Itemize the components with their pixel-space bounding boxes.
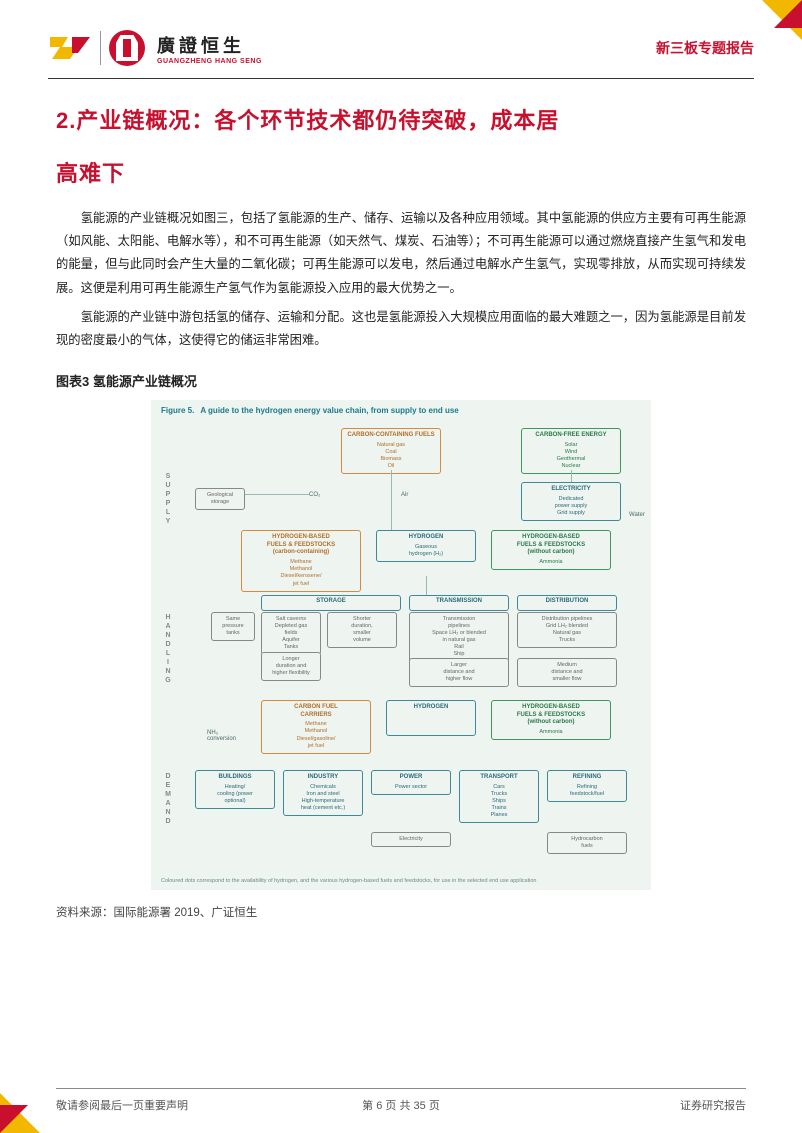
box-storage-hdr: STORAGE bbox=[261, 595, 401, 611]
page-header: 廣證恒生 GUANGZHENG HANG SENG 新三板专题报告 bbox=[0, 0, 802, 78]
box-buildings: BUILDINGSHeating/cooling (poweroptional) bbox=[195, 770, 275, 809]
hydrogen-value-chain-diagram: Figure 5.A guide to the hydrogen energy … bbox=[151, 400, 651, 890]
box-hydrocarbon-out: Hydrocarbonfuels bbox=[547, 832, 627, 854]
line bbox=[426, 576, 427, 595]
heading-line2: 高难下 bbox=[56, 161, 125, 186]
brand-en: GUANGZHENG HANG SENG bbox=[157, 58, 262, 65]
fig-header: Figure 5.A guide to the hydrogen energy … bbox=[161, 406, 459, 415]
box-trans-hdr: TRANSMISSION bbox=[409, 595, 509, 611]
figure-wrap: Figure 5.A guide to the hydrogen energy … bbox=[56, 396, 746, 894]
box-hfeed-nocarbon: HYDROGEN-BASEDFUELS & FEEDSTOCKS(without… bbox=[491, 530, 611, 571]
main-content: 2.产业链概况：各个环节技术都仍待突破，成本居 高难下 氢能源的产业链概况如图三… bbox=[0, 79, 802, 920]
label-co2: CO₂ bbox=[309, 492, 320, 498]
stage-label-handling: HANDLING bbox=[159, 590, 177, 710]
box-dist-row2: Mediumdistance andsmaller flow bbox=[517, 658, 617, 687]
box-electricity: ELECTRICITYDedicatedpower supplyGrid sup… bbox=[521, 482, 621, 521]
box-hydrogen-supply: HYDROGENGaseoushydrogen (H₂) bbox=[376, 530, 476, 562]
box-geo-storage: Geologicalstorage bbox=[195, 488, 245, 510]
line bbox=[391, 470, 392, 530]
logo-ye-icon bbox=[48, 33, 92, 63]
box-refining: REFININGRefiningfeedstock/fuel bbox=[547, 770, 627, 802]
box-transport: TRANSPORTCarsTrucksShipsTrainsPlanes bbox=[459, 770, 539, 824]
page-footer: 敬请参阅最后一页重要声明 证券研究报告 第 6 页 共 35 页 bbox=[0, 1088, 802, 1113]
box-trans-row2: Largerdistance andhigher flow bbox=[409, 658, 509, 687]
footer-right: 证券研究报告 bbox=[680, 1097, 746, 1113]
label-air: Air bbox=[401, 492, 408, 498]
box-carbon-fuels: CARBON-CONTAINING FUELSNatural gasCoalBi… bbox=[341, 428, 441, 474]
brand-cn: 廣證恒生 bbox=[157, 32, 262, 58]
footer-page-total: 共 35 页 bbox=[399, 1097, 439, 1113]
figure-source: 资料来源：国际能源署 2019、广证恒生 bbox=[56, 904, 746, 920]
label-nh3: NH₃conversion bbox=[207, 730, 236, 742]
box-storage-c1: Samepressuretanks bbox=[211, 612, 255, 641]
box-dist-hdr: DISTRIBUTION bbox=[517, 595, 617, 611]
footer-page-current: 第 6 页 bbox=[362, 1097, 396, 1113]
report-type: 新三板专题报告 bbox=[656, 38, 754, 58]
box-hfeed-carbon: HYDROGEN-BASEDFUELS & FEEDSTOCKS(carbon-… bbox=[241, 530, 361, 592]
label-water: Water bbox=[629, 512, 645, 518]
box-storage-c3: Shorterduration,smallervolume bbox=[327, 612, 397, 649]
box-carbon-carriers: CARBON FUELCARRIERSMethaneMethanolDiesel… bbox=[261, 700, 371, 754]
stage-label-demand: DEMAND bbox=[159, 740, 177, 860]
line bbox=[571, 470, 572, 482]
logo-text: 廣證恒生 GUANGZHENG HANG SENG bbox=[157, 32, 262, 65]
box-storage-c2: Salt cavernsDepleted gasfieldsAquiferTan… bbox=[261, 612, 321, 656]
section-heading: 2.产业链概况：各个环节技术都仍待突破，成本居 高难下 bbox=[56, 95, 746, 201]
box-industry: INDUSTRYChemicalsIron and steelHigh-temp… bbox=[283, 770, 363, 816]
stage-label-supply: SUPPLY bbox=[159, 440, 177, 560]
paragraph-1: 氢能源的产业链概况如图三，包括了氢能源的生产、储存、运输以及各种应用领域。其中氢… bbox=[56, 207, 746, 300]
paragraph-2: 氢能源的产业链中游包括氢的储存、运输和分配。这也是氢能源投入大规模应用面临的最大… bbox=[56, 306, 746, 353]
logo-gzhs-icon bbox=[109, 30, 145, 66]
logo-group: 廣證恒生 GUANGZHENG HANG SENG bbox=[48, 30, 262, 66]
box-electricity-out: Electricity bbox=[371, 832, 451, 847]
logo-divider bbox=[100, 31, 101, 65]
box-carbon-free: CARBON-FREE ENERGYSolarWindGeothermalNuc… bbox=[521, 428, 621, 474]
fig-footnote: Coloured dots correspond to the availabi… bbox=[161, 878, 641, 884]
box-hfeed-nc-demand: HYDROGEN-BASEDFUELS & FEEDSTOCKS(without… bbox=[491, 700, 611, 741]
box-trans-body: TransmissionpipelinesSpace LH₂ or blende… bbox=[409, 612, 509, 663]
box-power: POWERPower sector bbox=[371, 770, 451, 795]
box-hydrogen-demand: HYDROGEN bbox=[386, 700, 476, 736]
heading-line1: 2.产业链概况：各个环节技术都仍待突破，成本居 bbox=[56, 108, 559, 133]
line bbox=[245, 494, 309, 495]
box-dist-body: Distribution pipelinesGrid LH₂ blendedNa… bbox=[517, 612, 617, 649]
footer-rule bbox=[56, 1088, 746, 1089]
box-storage-c4: Longerduration andhigher flexibility bbox=[261, 652, 321, 681]
corner-decoration-tr bbox=[762, 0, 802, 40]
figure-title: 图表3 氢能源产业链概况 bbox=[56, 371, 746, 390]
footer-left: 敬请参阅最后一页重要声明 bbox=[56, 1097, 188, 1113]
